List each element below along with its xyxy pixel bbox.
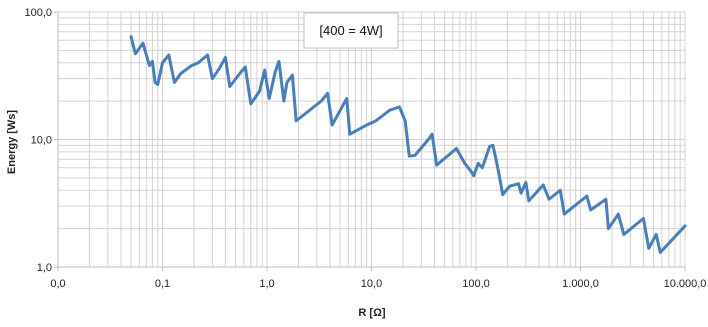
series-layer [129, 35, 687, 254]
energy-series-line [129, 35, 687, 254]
annotation-box: [400 = 4W] [303, 12, 399, 49]
y-axis-title: Energy [Ws] [6, 110, 18, 175]
axis-layer: 0,0 0,1 1,0 10,0 100,0 1.000,0 10.000,0 1,0 10,0… [24, 7, 706, 290]
x-tick-label: 1,0 [259, 278, 274, 290]
y-tick-label: 100,0 [24, 7, 52, 19]
y-tick-label: 10,0 [31, 135, 52, 147]
annotation-text: [400 = 4W] [319, 23, 382, 38]
x-axis-title: R [Ω] [358, 307, 385, 319]
x-tick-label: 1.000,0 [562, 278, 599, 290]
x-tick-label: 100,0 [462, 278, 490, 290]
x-tick-label: 0,1 [155, 278, 170, 290]
x-tick-label: 0,0 [50, 278, 65, 290]
annotation-frame [303, 12, 399, 49]
x-tick-label: 10,0 [361, 278, 382, 290]
x-tick-label: 10.000,0 [664, 278, 707, 290]
grid-layer [57, 11, 686, 268]
y-tick-label: 1,0 [37, 262, 52, 274]
